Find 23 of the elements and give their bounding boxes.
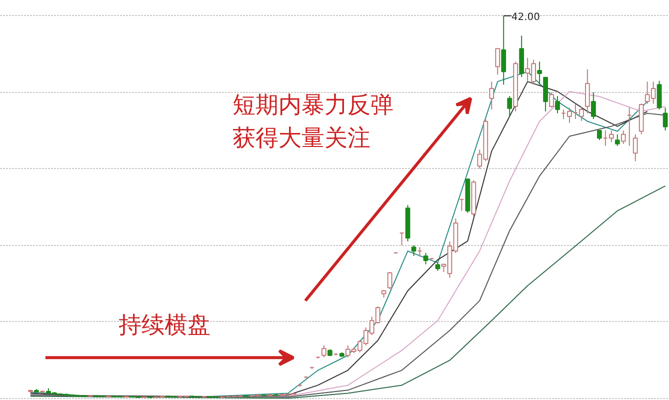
- candlestick: [489, 81, 494, 110]
- candlestick: [596, 130, 602, 141]
- annotation: 42.00: [511, 12, 540, 23]
- candlestick: [620, 130, 626, 144]
- candlestick: [590, 92, 596, 120]
- candlestick: [656, 80, 662, 110]
- candlestick: [387, 272, 392, 290]
- candlestick: [507, 96, 512, 117]
- candlestick: [614, 134, 620, 146]
- candlestick: [501, 15, 506, 86]
- annotation: 短期内暴力反弹: [232, 92, 394, 119]
- candlestick: [585, 68, 590, 114]
- candlestick: [423, 252, 428, 265]
- candlestick: [537, 61, 542, 86]
- candlestick: [411, 244, 416, 256]
- candlestick: [555, 96, 560, 114]
- candlestick: [632, 134, 638, 162]
- candlestick: [549, 92, 554, 108]
- candlestick: [662, 107, 668, 132]
- annotation: 获得大量关注: [232, 126, 370, 152]
- candlestick: [321, 344, 326, 358]
- candlestick: [495, 48, 500, 76]
- annotation: 持续横盘: [118, 312, 210, 339]
